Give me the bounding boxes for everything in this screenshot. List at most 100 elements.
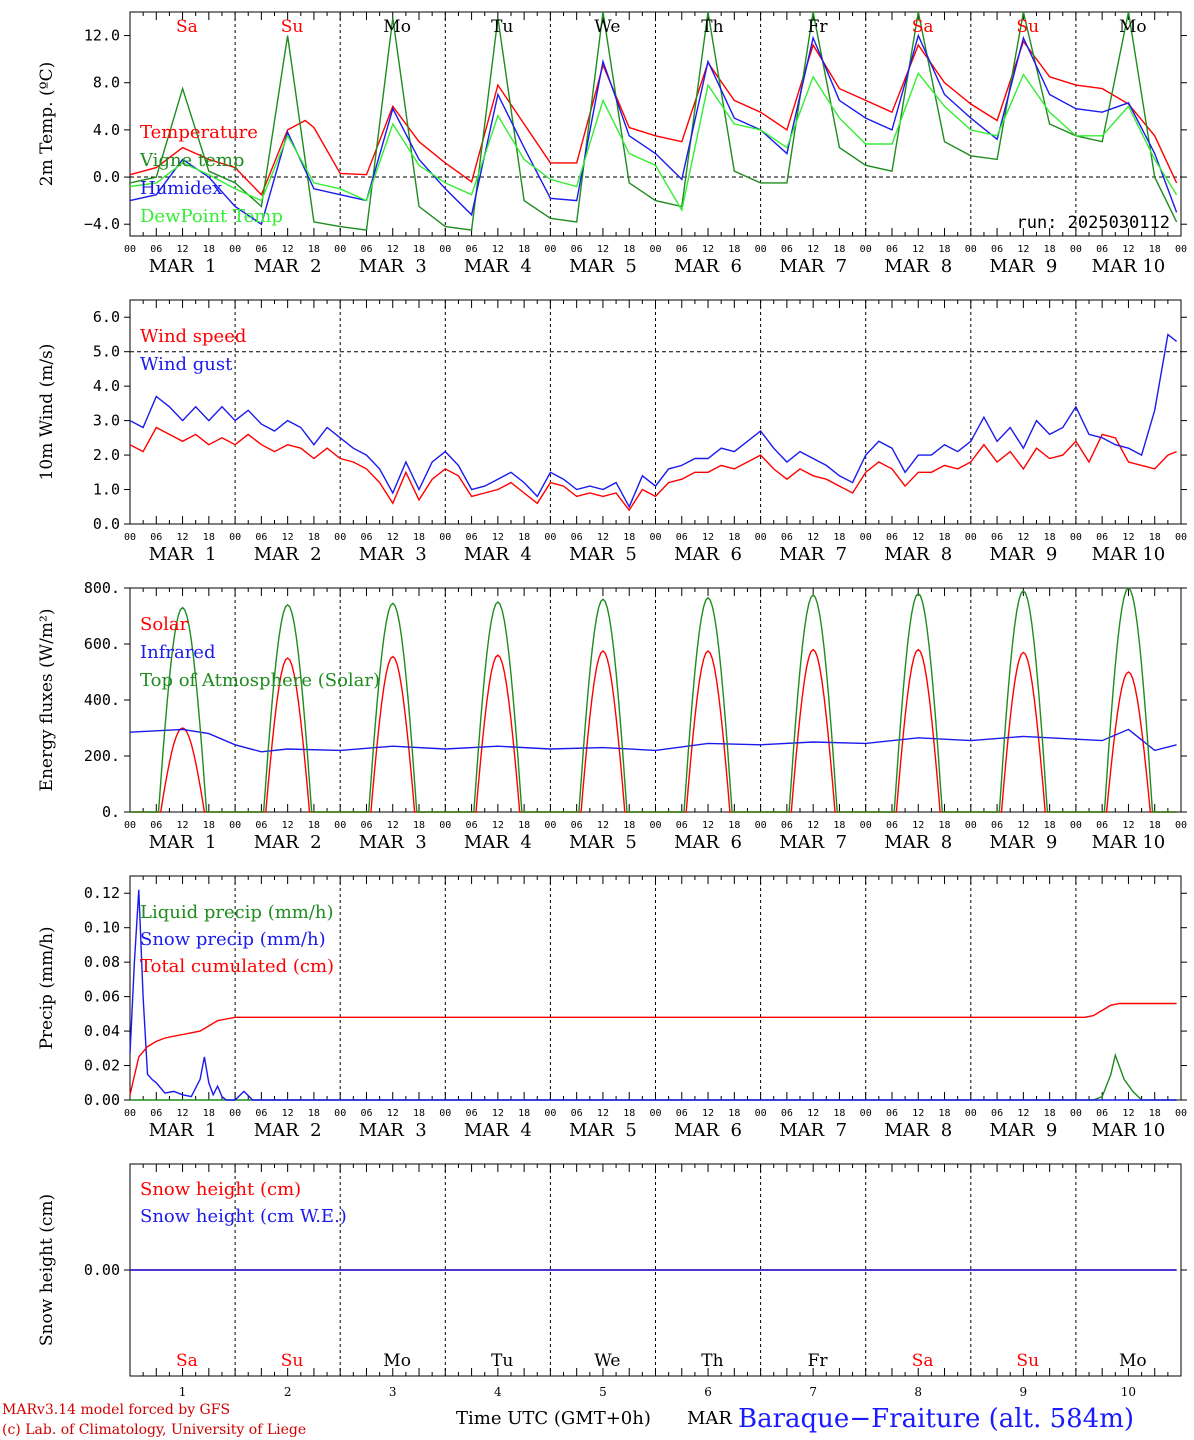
- model-credit: MARv3.14 model forced by GFS: [2, 1402, 230, 1418]
- day-abbr: We: [594, 1351, 620, 1371]
- x-tick-label: 06: [886, 1108, 898, 1119]
- y-tick-label: 4.0: [93, 121, 120, 139]
- panel-3: 0. 200. 400. 600. 800. Energy fluxes (W/m²) So…: [37, 579, 1187, 853]
- x-tick-label: 00: [755, 1108, 767, 1119]
- x-tick-label: 06: [360, 820, 372, 831]
- x-tick-label: 00: [229, 1108, 241, 1119]
- run-annotation: run: 2025030112: [1016, 213, 1170, 233]
- date-label: MAR 7: [779, 256, 847, 277]
- x-tick-label: 00: [860, 532, 872, 543]
- x-tick-label: 18: [623, 532, 635, 543]
- x-tick-label: 12: [387, 1108, 399, 1119]
- date-label: MAR 5: [569, 544, 637, 565]
- y-tick-label: 5.0: [93, 343, 120, 361]
- x-tick-label: 12: [912, 532, 924, 543]
- y-tick-label: 0.00: [84, 1261, 120, 1279]
- x-tick-label: 12: [177, 820, 189, 831]
- x-tick-label: 00: [649, 1108, 661, 1119]
- x-tick-label: 18: [1044, 820, 1056, 831]
- x-tick-label: 18: [308, 244, 320, 255]
- date-label: MAR 4: [464, 256, 532, 277]
- x-tick-label: 18: [1149, 820, 1161, 831]
- x-tick-label: 00: [334, 1108, 346, 1119]
- date-label: MAR 1: [149, 256, 217, 277]
- x-tick-label: 00: [439, 532, 451, 543]
- x-tick-label: 00: [334, 820, 346, 831]
- x-tick-label: 18: [1149, 244, 1161, 255]
- x-tick-label: 18: [308, 532, 320, 543]
- x-tick-label: 06: [781, 1108, 793, 1119]
- x-tick-label: 00: [439, 1108, 451, 1119]
- series-line-vigne-temp: [129, 11, 1178, 231]
- x-tick-label: 06: [150, 1108, 162, 1119]
- x-tick-label: 18: [413, 820, 425, 831]
- legend-entry: Top of Atmosphere (Solar): [140, 670, 380, 691]
- x-tick-label: 06: [150, 820, 162, 831]
- legend-entry: Wind gust: [140, 354, 233, 375]
- x-tick-label: 12: [282, 820, 294, 831]
- date-label: MAR 10: [1092, 256, 1166, 277]
- x-tick-label: 06: [466, 532, 478, 543]
- x-tick-label: 12: [282, 532, 294, 543]
- y-tick-label: 3.0: [93, 412, 120, 430]
- series-line-top-of-atmosphere-solar: [130, 586, 1177, 813]
- x-tick-label: 06: [571, 820, 583, 831]
- y-tick-label: 0.10: [84, 919, 120, 937]
- x-tick-label: 00: [229, 532, 241, 543]
- x-tick-label: 06: [781, 532, 793, 543]
- day-abbr: Sa: [912, 1351, 934, 1371]
- x-tick-label: 00: [1070, 1108, 1082, 1119]
- panel-1: −4.0 0.0 4.0 8.0 12.0 2m Temp. (ºC) Temperatur…: [37, 11, 1187, 277]
- x-tick-label: 00: [229, 820, 241, 831]
- x-tick-label: 00: [1070, 244, 1082, 255]
- x-tick-label: 00: [1175, 244, 1187, 255]
- x-tick-label: 18: [413, 532, 425, 543]
- x-tick-label: 18: [203, 1108, 215, 1119]
- y-tick-label: 0.04: [84, 1022, 120, 1040]
- x-tick-label: 00: [860, 244, 872, 255]
- x-tick-label: 18: [518, 244, 530, 255]
- date-label: MAR 10: [1092, 1120, 1166, 1141]
- day-abbr: We: [594, 17, 620, 37]
- x-tick-label: 12: [1017, 820, 1029, 831]
- copyright-credit: (c) Lab. of Climatology, University of L…: [2, 1422, 306, 1438]
- x-tick-label: 06: [255, 1108, 267, 1119]
- x-tick-label: 00: [965, 820, 977, 831]
- day-abbr: Sa: [176, 17, 198, 37]
- x-tick-label: 12: [1017, 244, 1029, 255]
- x-tick-label: 06: [676, 244, 688, 255]
- x-tick-label: 12: [177, 1108, 189, 1119]
- x-tick-label: 18: [728, 820, 740, 831]
- date-label: MAR 8: [884, 1120, 952, 1141]
- date-label: MAR 6: [674, 1120, 742, 1141]
- series-line-infrared: [129, 728, 1177, 753]
- y-tick-label: 0.: [102, 803, 120, 821]
- legend-entry: Liquid precip (mm/h): [140, 902, 334, 923]
- day-number: 1: [179, 1385, 187, 1399]
- x-tick-label: 06: [466, 244, 478, 255]
- date-label: MAR 5: [569, 832, 637, 853]
- x-tick-label: 00: [860, 820, 872, 831]
- x-tick-label: 00: [649, 820, 661, 831]
- y-axis-title: Energy fluxes (W/m²): [37, 609, 57, 792]
- day-number: 8: [914, 1385, 922, 1399]
- date-label: MAR 6: [674, 832, 742, 853]
- plot-frame: [129, 299, 1182, 525]
- x-tick-label: 00: [649, 532, 661, 543]
- x-tick-label: 06: [781, 244, 793, 255]
- x-tick-label: 18: [623, 244, 635, 255]
- x-tick-label: 00: [1175, 532, 1187, 543]
- x-tick-label: 18: [939, 1108, 951, 1119]
- y-tick-label: 400.: [84, 691, 120, 709]
- x-tick-label: 12: [702, 532, 714, 543]
- series-line-wind-gust: [129, 333, 1178, 509]
- y-axis-title: Precip (mm/h): [37, 926, 57, 1049]
- date-label: MAR 9: [989, 832, 1057, 853]
- date-label: MAR 9: [989, 1120, 1057, 1141]
- x-tick-label: 00: [544, 820, 556, 831]
- x-tick-label: 12: [1122, 532, 1134, 543]
- x-tick-label: 12: [492, 1108, 504, 1119]
- date-label: MAR 8: [884, 544, 952, 565]
- x-tick-label: 06: [360, 244, 372, 255]
- legend-entry: Infrared: [140, 642, 215, 663]
